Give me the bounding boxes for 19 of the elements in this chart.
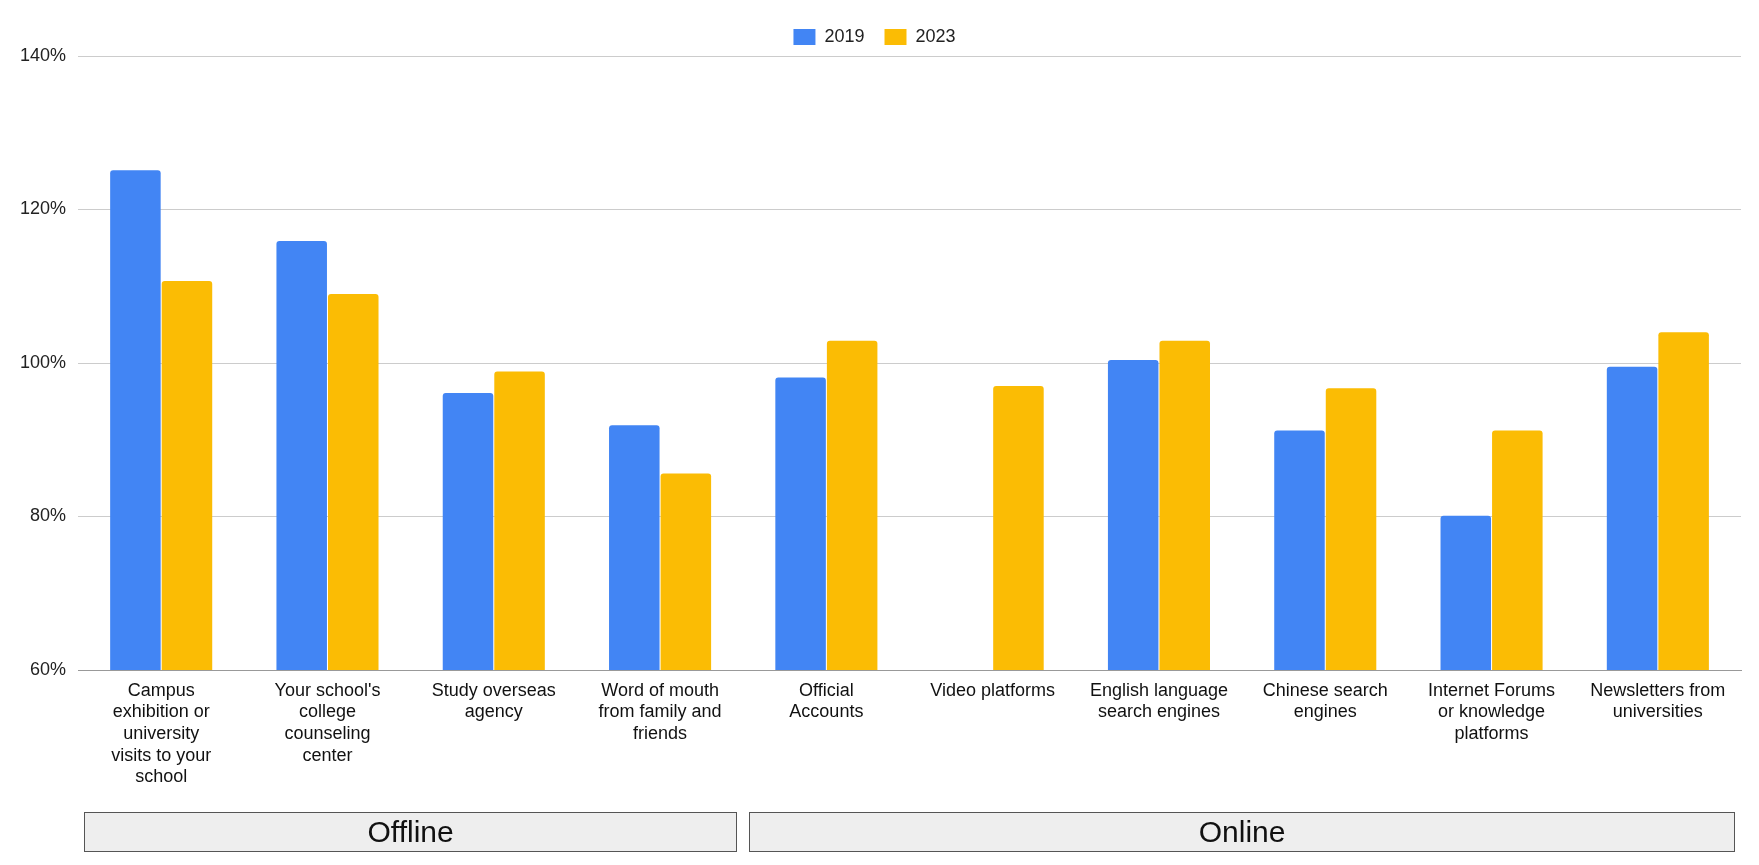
y-tick-label: 60% [30, 658, 67, 679]
legend-label: 2023 [915, 25, 956, 46]
y-tick-label: 80% [30, 505, 67, 526]
legend-label: 2019 [824, 25, 865, 46]
y-tick-label: 120% [19, 198, 67, 219]
x-tick-label: Chinese search engines [1262, 679, 1388, 722]
x-tick-label: Word of mouth from family and friends [598, 679, 722, 743]
x-tick-label: Newsletters from universities [1590, 679, 1726, 722]
x-tick-label: Your school's college counseling center [274, 679, 381, 765]
y-tick-label: 140% [19, 44, 67, 65]
x-tick-label: Campus exhibition or university visits to your school [111, 679, 212, 787]
x-tick-label: Study overseas agency [431, 679, 556, 722]
x-tick-label: Internet Forums or knowledge platforms [1428, 679, 1556, 743]
x-tick-label: Video platforms [930, 679, 1056, 700]
text: Offline [84, 812, 738, 852]
x-tick-label: Official Accounts [789, 679, 864, 722]
text: Online [749, 812, 1735, 852]
x-tick-label: English language search engines [1089, 679, 1229, 722]
y-tick-label: 100% [19, 351, 67, 372]
